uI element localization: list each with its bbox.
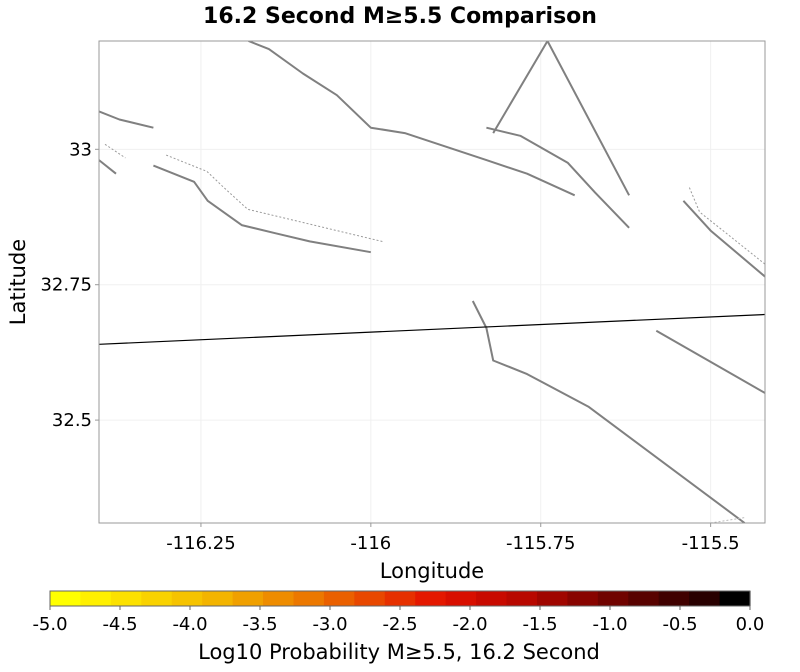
fault-outline-2 xyxy=(688,187,765,265)
map-layers xyxy=(99,41,765,523)
international-border xyxy=(99,313,765,345)
colorbar-swatch xyxy=(50,591,82,606)
colorbar-tick-label: 0.0 xyxy=(736,614,765,635)
colorbar-swatch xyxy=(141,591,173,606)
colorbar-swatch xyxy=(689,591,721,606)
plot-frame xyxy=(98,40,766,524)
colorbar-tick-label: -4.0 xyxy=(172,614,207,635)
plot-area: -116.25 -116 -115.75 -115.5 33 32.75 32.5 xyxy=(40,40,766,554)
colorbar-swatch xyxy=(415,591,447,606)
colorbar-tick-label: -3.0 xyxy=(312,614,347,635)
colorbar-tick-label: -5.0 xyxy=(32,614,67,635)
fault-trace-8 xyxy=(655,329,765,394)
colorbar-swatch xyxy=(597,591,629,606)
fault-trace-4 xyxy=(486,126,630,229)
y-tick-label: 32.5 xyxy=(52,410,92,431)
colorbar-swatch xyxy=(171,591,203,606)
colorbar-label: Log10 Probability M≥5.5, 16.2 Second xyxy=(198,640,600,664)
x-tick-label: -115.5 xyxy=(682,533,740,554)
fault-trace-3 xyxy=(248,41,576,197)
x-tick-label: -116 xyxy=(350,533,391,554)
x-tick-label: -116.25 xyxy=(166,533,235,554)
colorbar-tick-label: -0.5 xyxy=(662,614,697,635)
colorbar-tick-label: -2.5 xyxy=(382,614,417,635)
colorbar-tick-label: -1.5 xyxy=(522,614,557,635)
colorbar-swatch xyxy=(445,591,477,606)
fault-trace-1 xyxy=(99,159,117,175)
colorbar-swatch xyxy=(628,591,660,606)
fault-trace-5 xyxy=(492,41,630,196)
fault-trace-0 xyxy=(99,110,154,129)
colorbar-swatch xyxy=(354,591,386,606)
colorbar-tick-label: -2.0 xyxy=(452,614,487,635)
colorbar-swatch xyxy=(476,591,508,606)
colorbar-swatch xyxy=(323,591,355,606)
fault-trace-6 xyxy=(682,200,765,278)
fault-outline-1 xyxy=(166,154,384,243)
colorbar-swatch xyxy=(719,591,751,606)
colorbar-swatch xyxy=(506,591,538,606)
colorbar-swatch xyxy=(232,591,264,606)
colorbar-swatch xyxy=(80,591,112,606)
fault-outline-bottom xyxy=(710,517,745,523)
colorbar-swatch xyxy=(536,591,568,606)
colorbar-swatch xyxy=(293,591,325,606)
y-tick-label: 33 xyxy=(69,139,92,160)
colorbar-tick-label: -3.5 xyxy=(242,614,277,635)
plot-background xyxy=(99,41,765,523)
colorbar-tick-label: -4.5 xyxy=(102,614,137,635)
colorbar-swatch xyxy=(658,591,690,606)
colorbar: -5.0 -4.5 -4.0 -3.5 -3.0 -2.5 -2.0 -1.5 -1.0 -0.5… xyxy=(32,590,765,635)
colorbar-tick-label: -1.0 xyxy=(592,614,627,635)
colorbar-swatch xyxy=(263,591,295,606)
x-tick-label: -115.75 xyxy=(506,533,575,554)
x-axis-label: Longitude xyxy=(380,559,484,583)
fault-outline-0 xyxy=(104,143,126,159)
colorbar-swatch xyxy=(384,591,416,606)
chart-title: 16.2 Second M≥5.5 Comparison xyxy=(203,4,597,29)
y-axis-label: Latitude xyxy=(6,239,30,325)
y-tick-label: 32.75 xyxy=(40,275,92,296)
colorbar-swatch xyxy=(567,591,599,606)
fault-trace-7 xyxy=(471,300,746,523)
colorbar-swatch xyxy=(110,591,142,606)
fault-trace-2 xyxy=(153,164,371,254)
colorbar-swatch xyxy=(202,591,234,606)
